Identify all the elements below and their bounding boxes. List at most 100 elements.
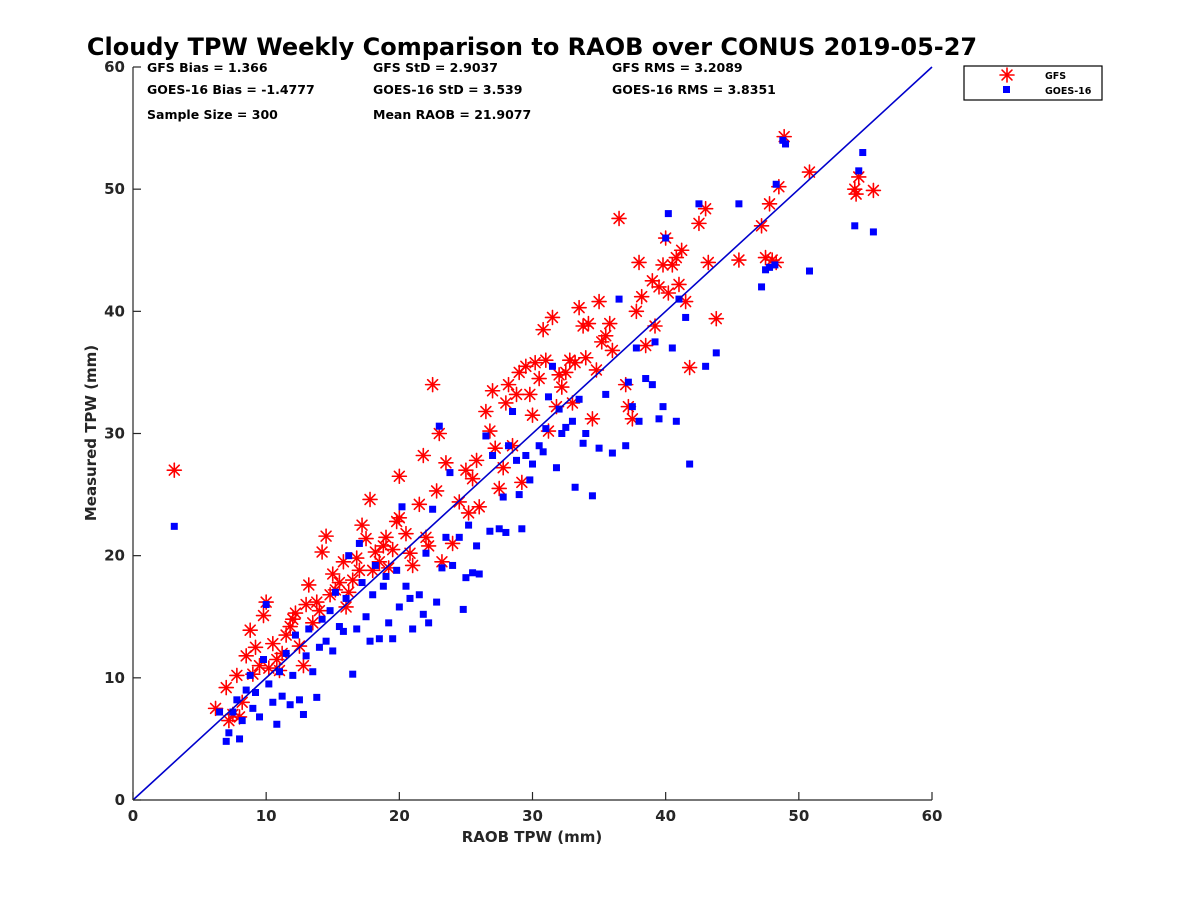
goes16-point bbox=[513, 456, 521, 464]
goes16-std-stat: GOES-16 StD = 3.539 bbox=[373, 82, 522, 97]
goes16-point bbox=[295, 696, 303, 704]
sample-size-stat: Sample Size = 300 bbox=[147, 107, 278, 122]
goes16-point bbox=[442, 533, 450, 541]
goes16-point bbox=[859, 149, 867, 157]
goes16-point bbox=[382, 572, 390, 580]
gfs-point bbox=[633, 288, 650, 305]
gfs-point bbox=[761, 196, 778, 212]
gfs-point bbox=[338, 599, 354, 615]
gfs-point bbox=[524, 407, 541, 423]
legend-gfs-asterisk bbox=[999, 67, 1015, 83]
goes16-point bbox=[672, 417, 680, 425]
gfs-point bbox=[660, 285, 677, 301]
goes16-point bbox=[371, 561, 379, 569]
goes16-point bbox=[273, 720, 281, 728]
goes16-point bbox=[851, 222, 859, 230]
gfs-point bbox=[354, 517, 370, 533]
goes16-point bbox=[379, 582, 387, 590]
gfs-point bbox=[335, 553, 352, 570]
goes16-point bbox=[548, 362, 556, 370]
goes16-point bbox=[345, 552, 353, 560]
goes16-point bbox=[252, 688, 260, 696]
gfs-std-stat: GFS StD = 2.9037 bbox=[373, 60, 498, 75]
goes16-point bbox=[535, 442, 543, 450]
goes16-point bbox=[246, 671, 254, 679]
goes16-point bbox=[608, 449, 616, 457]
goes16-point bbox=[518, 525, 526, 533]
goes16-bias-stat: GOES-16 Bias = -1.4777 bbox=[147, 82, 315, 97]
y-tick-label: 30 bbox=[104, 425, 125, 443]
gfs-point bbox=[287, 605, 304, 621]
goes16-point bbox=[539, 448, 547, 456]
gfs-point bbox=[604, 342, 621, 359]
goes16-point bbox=[393, 566, 401, 574]
goes16-point bbox=[222, 737, 230, 745]
gfs-point bbox=[402, 545, 418, 562]
gfs-point bbox=[601, 315, 618, 332]
goes16-point bbox=[502, 528, 510, 536]
goes16-point bbox=[544, 393, 552, 401]
goes16-point bbox=[579, 439, 587, 447]
gfs-point bbox=[691, 215, 707, 232]
gfs-series bbox=[166, 128, 882, 729]
goes16-point bbox=[395, 603, 403, 611]
gfs-point bbox=[460, 505, 477, 521]
goes16-point bbox=[409, 625, 417, 633]
gfs-point bbox=[557, 364, 574, 381]
goes16-point bbox=[415, 591, 423, 599]
gfs-point bbox=[424, 376, 441, 393]
gfs-point bbox=[753, 218, 770, 234]
stats-panel: GFS Bias = 1.366 GFS StD = 2.9037 GFS RM… bbox=[147, 60, 776, 122]
y-tick-label: 40 bbox=[104, 302, 125, 320]
goes16-point bbox=[635, 417, 643, 425]
goes16-point bbox=[668, 344, 676, 352]
goes16-point bbox=[353, 625, 361, 633]
gfs-point bbox=[708, 310, 725, 327]
gfs-point bbox=[247, 639, 264, 656]
goes16-point bbox=[233, 696, 241, 704]
goes16-point bbox=[489, 451, 497, 459]
goes16-point bbox=[568, 417, 576, 425]
goes16-point bbox=[495, 525, 503, 533]
x-tick-label: 20 bbox=[389, 807, 410, 825]
goes16-point bbox=[712, 349, 720, 357]
gfs-point bbox=[731, 252, 747, 268]
goes16-point bbox=[299, 710, 307, 718]
goes16-point bbox=[779, 136, 787, 144]
goes16-point bbox=[435, 422, 443, 430]
gfs-point bbox=[265, 635, 281, 652]
gfs-point bbox=[637, 337, 654, 354]
goes16-point bbox=[422, 549, 430, 557]
axes: 0 10 20 30 40 50 60 0 10 20 30 40 50 60 bbox=[104, 58, 942, 825]
goes16-point bbox=[695, 200, 703, 208]
goes16-point bbox=[595, 444, 603, 452]
goes16-point bbox=[170, 522, 178, 530]
goes16-point bbox=[766, 263, 774, 271]
goes16-point bbox=[624, 378, 632, 386]
goes16-point bbox=[389, 635, 397, 643]
gfs-point bbox=[207, 700, 224, 717]
goes16-point bbox=[542, 425, 550, 433]
goes16-point bbox=[449, 561, 457, 569]
goes16-point bbox=[446, 469, 454, 477]
gfs-point bbox=[544, 309, 561, 326]
goes16-point bbox=[465, 521, 473, 529]
goes16-point bbox=[682, 313, 690, 321]
goes16-point bbox=[552, 464, 560, 472]
goes16-point bbox=[686, 460, 694, 468]
goes16-point bbox=[642, 375, 650, 383]
gfs-point bbox=[522, 386, 538, 403]
gfs-point bbox=[300, 577, 317, 593]
goes16-point bbox=[256, 713, 264, 721]
legend-box bbox=[963, 65, 1103, 101]
goes16-point bbox=[475, 570, 483, 578]
gfs-point bbox=[575, 318, 591, 334]
goes16-point bbox=[522, 451, 530, 459]
gfs-bias-stat: GFS Bias = 1.366 bbox=[147, 60, 268, 75]
gfs-point bbox=[478, 403, 494, 420]
goes16-point bbox=[588, 492, 596, 500]
gfs-point bbox=[438, 455, 454, 471]
x-tick-label: 60 bbox=[922, 807, 943, 825]
goes16-point bbox=[462, 574, 470, 582]
gfs-point bbox=[551, 367, 567, 383]
